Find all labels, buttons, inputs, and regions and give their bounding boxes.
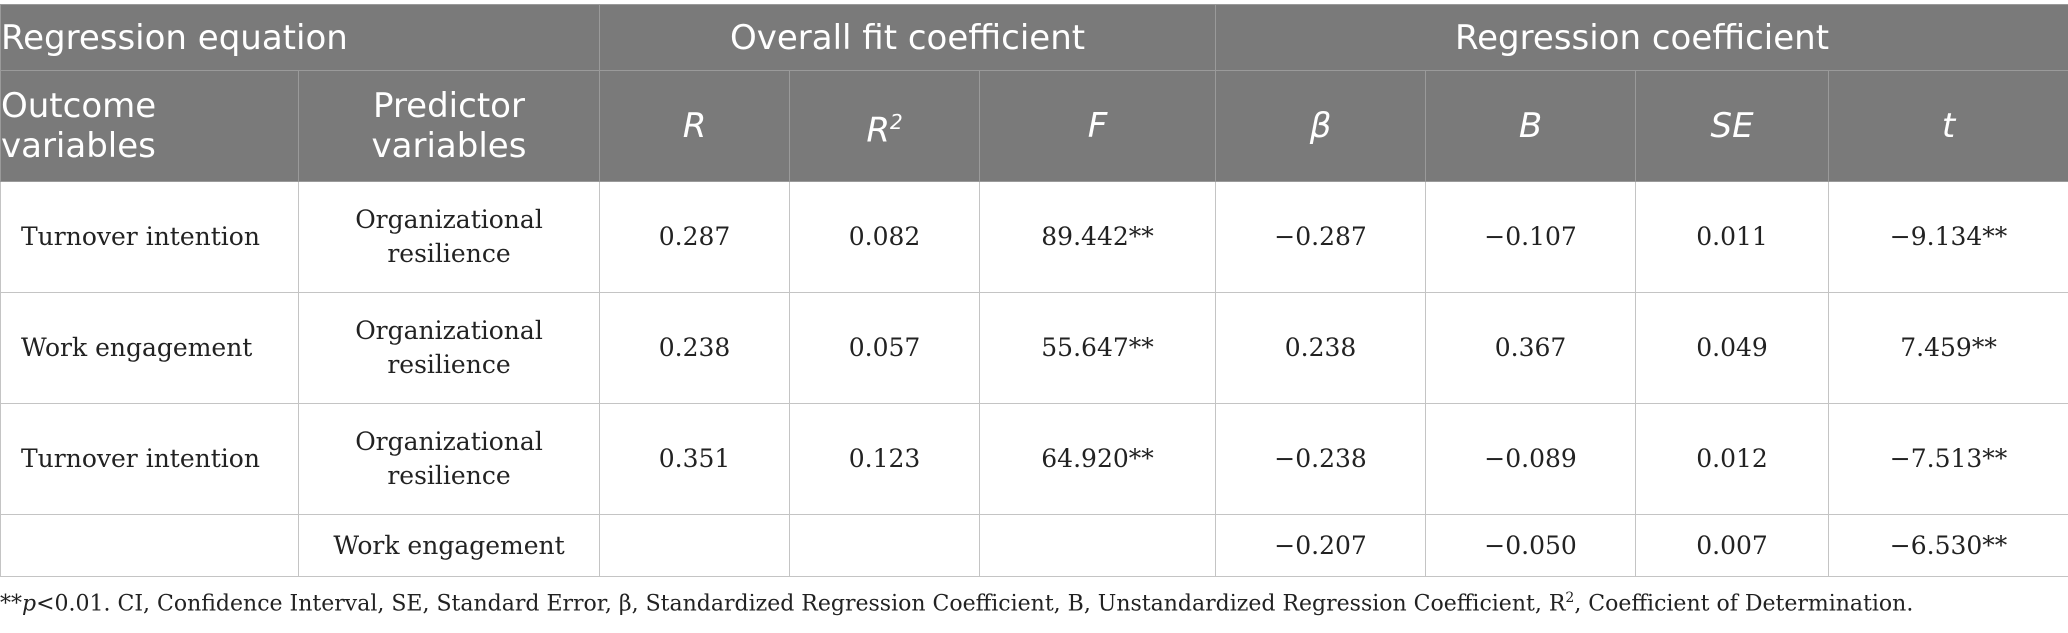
cell-predictor: Work engagement (297, 514, 601, 577)
cell-SE: 0.011 (1635, 181, 1830, 293)
header-group-row: Regression equation Overall fit coeffici… (0, 4, 2068, 71)
cell-beta: −0.238 (1215, 403, 1427, 515)
cell-R: 0.287 (599, 181, 791, 293)
cell-SE: 0.012 (1635, 403, 1830, 515)
cell-t: −9.134** (1828, 181, 2068, 293)
footnote-stars: ** (0, 591, 22, 617)
cell-t: 7.459** (1828, 292, 2068, 404)
cell-B: −0.089 (1425, 403, 1637, 515)
header-B: B (1425, 70, 1637, 182)
cell-outcome: Turnover intention (0, 181, 299, 293)
cell-B: 0.367 (1425, 292, 1637, 404)
footnote-text: <0.01. CI, Confidence Interval, SE, Stan… (36, 591, 1566, 617)
footnote-p: p (22, 591, 37, 617)
table-row: Work engagement Organizational resilienc… (0, 292, 2068, 404)
header-R: R (599, 70, 791, 182)
header-regression-equation: Regression equation (0, 4, 601, 71)
cell-outcome (0, 514, 299, 577)
regression-table: Regression equation Overall fit coeffici… (0, 4, 2068, 577)
cell-F: 64.920** (979, 403, 1217, 515)
cell-predictor: Organizational resilience (297, 181, 601, 293)
table-row: Work engagement −0.207 −0.050 0.007 −6.5… (0, 514, 2068, 577)
cell-F: 55.647** (979, 292, 1217, 404)
header-predictor-label: Predictor variables (371, 86, 527, 166)
cell-predictor-text: Organizational resilience (355, 205, 543, 268)
cell-beta: 0.238 (1215, 292, 1427, 404)
cell-t: −7.513** (1828, 403, 2068, 515)
cell-SE: 0.049 (1635, 292, 1830, 404)
cell-R2: 0.123 (789, 403, 981, 515)
cell-R2 (789, 514, 981, 577)
header-R-squared: R2 (789, 70, 981, 182)
cell-R (599, 514, 791, 577)
header-R2-sup: 2 (889, 109, 903, 134)
header-beta: β (1215, 70, 1427, 182)
cell-outcome: Turnover intention (0, 403, 299, 515)
cell-predictor: Organizational resilience (297, 292, 601, 404)
cell-R: 0.238 (599, 292, 791, 404)
header-outcome-variables: Outcome variables (0, 70, 299, 182)
cell-predictor-text: Organizational resilience (355, 316, 543, 379)
footnote-text-end: , Coefficient of Determination. (1574, 591, 1914, 617)
cell-R2: 0.082 (789, 181, 981, 293)
footnote-sup: 2 (1565, 590, 1575, 606)
cell-outcome: Work engagement (0, 292, 299, 404)
cell-R2: 0.057 (789, 292, 981, 404)
header-R2-base: R (866, 110, 890, 151)
header-SE: SE (1635, 70, 1830, 182)
header-overall-fit: Overall fit coefficient (599, 4, 1217, 71)
cell-beta: −0.287 (1215, 181, 1427, 293)
table-row: Turnover intention Organizational resili… (0, 181, 2068, 293)
cell-predictor: Organizational resilience (297, 403, 601, 515)
cell-beta: −0.207 (1215, 514, 1427, 577)
header-regression-coefficient: Regression coefficient (1215, 4, 2068, 71)
header-column-row: Outcome variables Predictor variables R … (0, 70, 2068, 182)
header-t: t (1828, 70, 2068, 182)
header-F: F (979, 70, 1217, 182)
cell-predictor-text: Work engagement (333, 531, 565, 560)
header-predictor-variables: Predictor variables (297, 70, 601, 182)
cell-F (979, 514, 1217, 577)
cell-SE: 0.007 (1635, 514, 1830, 577)
table-footnote: **p<0.01. CI, Confidence Interval, SE, S… (0, 590, 2068, 616)
table-row: Turnover intention Organizational resili… (0, 403, 2068, 515)
cell-B: −0.050 (1425, 514, 1637, 577)
cell-F: 89.442** (979, 181, 1217, 293)
cell-predictor-text: Organizational resilience (355, 427, 543, 490)
cell-t: −6.530** (1828, 514, 2068, 577)
cell-R: 0.351 (599, 403, 791, 515)
cell-B: −0.107 (1425, 181, 1637, 293)
